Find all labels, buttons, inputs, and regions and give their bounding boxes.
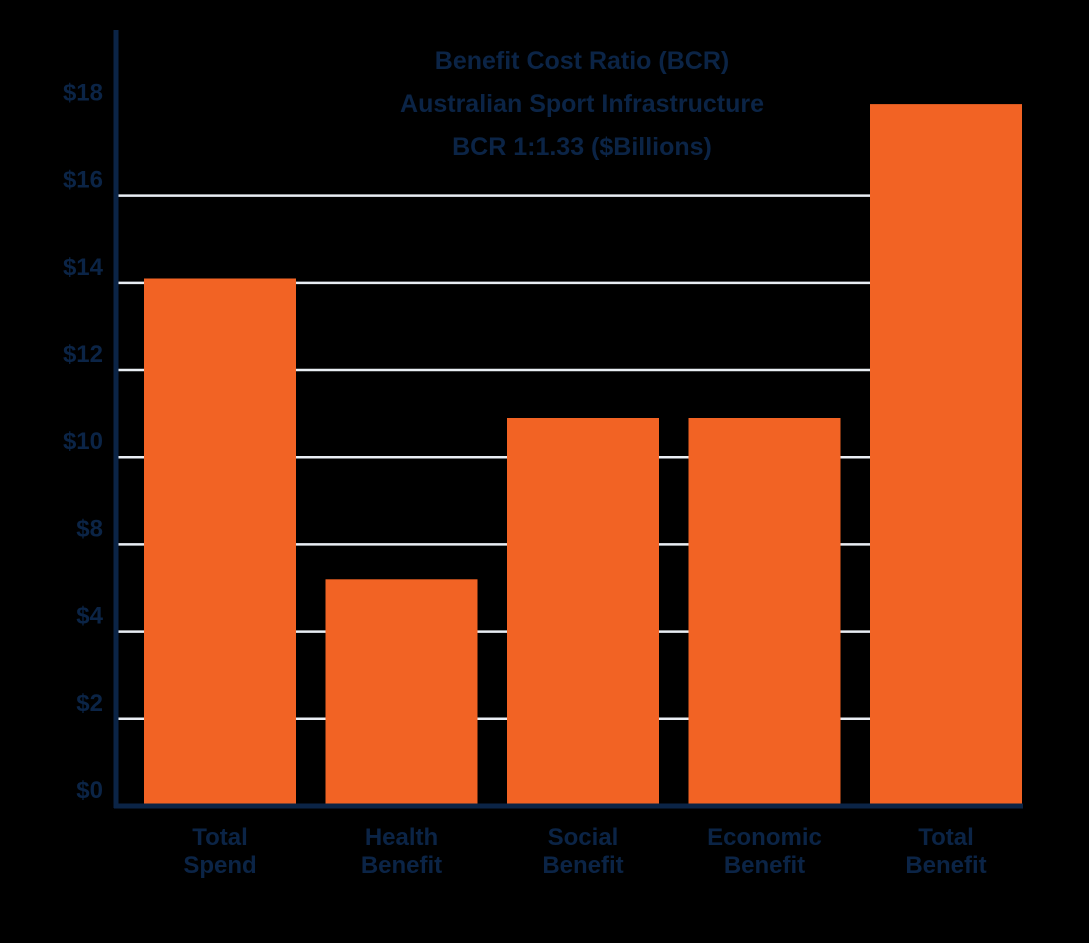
y-tick-label-1: $2 <box>76 690 103 717</box>
x-tick-label-3: Economic Benefit <box>707 824 822 879</box>
y-tick-label-3: $8 <box>76 515 103 542</box>
y-tick-label-7: $16 <box>63 167 103 194</box>
x-tick-label-4: Total Benefit <box>905 824 986 879</box>
x-tick-label-0-line-1: Spend <box>183 852 256 879</box>
x-tick-label-3-line-1: Benefit <box>724 852 805 879</box>
title-line-2: Australian Sport Infrastructure <box>400 90 764 118</box>
title-line-1: Benefit Cost Ratio (BCR) <box>435 47 729 75</box>
y-tick-labels: $0 $2 $4 $8 $10 $12 $14 $16 $18 <box>63 79 104 804</box>
x-tick-label-2: Social Benefit <box>542 824 623 879</box>
y-tick-label-8: $18 <box>63 79 103 106</box>
x-tick-label-2-line-0: Social <box>548 824 619 851</box>
x-tick-label-1: Health Benefit <box>361 824 442 879</box>
y-tick-label-2: $4 <box>76 603 103 630</box>
bar-economic-benefit <box>688 418 841 806</box>
y-tick-label-4: $10 <box>63 428 103 455</box>
x-tick-label-3-line-0: Economic <box>707 824 822 851</box>
x-tick-label-1-line-1: Benefit <box>361 852 442 879</box>
x-tick-label-0-line-0: Total <box>192 824 248 851</box>
x-tick-label-4-line-0: Total <box>918 824 974 851</box>
x-tick-label-4-line-1: Benefit <box>905 852 986 879</box>
title-line-3: BCR 1:1.33 ($Billions) <box>452 133 712 161</box>
bars <box>144 104 1022 806</box>
x-tick-label-1-line-0: Health <box>365 824 438 851</box>
axes <box>113 30 1023 809</box>
x-tick-label-0: Total Spend <box>183 824 256 879</box>
chart-title: Benefit Cost Ratio (BCR) Australian Spor… <box>400 47 764 161</box>
bar-total-benefit <box>870 104 1022 806</box>
x-tick-label-2-line-1: Benefit <box>542 852 623 879</box>
bar-health-benefit <box>325 579 478 806</box>
y-tick-label-0: $0 <box>76 777 103 804</box>
bar-total-spend <box>144 278 296 806</box>
y-tick-label-5: $12 <box>63 341 103 368</box>
bar-social-benefit <box>507 418 659 806</box>
y-tick-label-6: $14 <box>63 254 104 281</box>
